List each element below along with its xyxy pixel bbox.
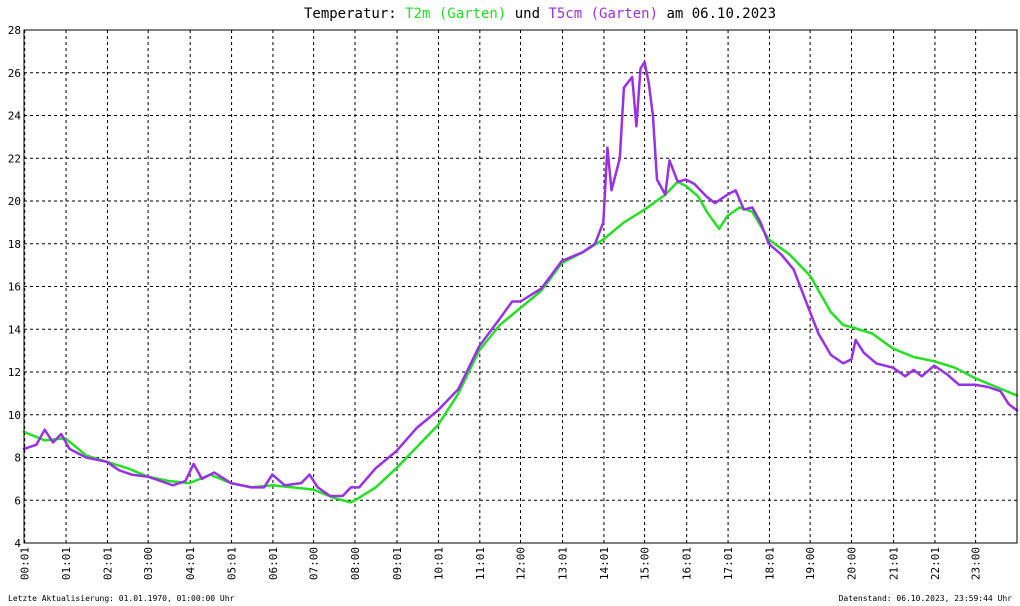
series-line-t5cm	[22, 60, 1019, 498]
x-tick-label: 01:01	[60, 547, 73, 580]
y-tick-label: 8	[14, 452, 21, 465]
y-tick-label: 12	[8, 366, 21, 379]
chart-title-prefix: Temperatur:	[304, 6, 405, 22]
x-tick-label: 04:01	[184, 547, 197, 580]
x-tick-label: 14:01	[598, 547, 611, 580]
y-tick-label: 18	[8, 238, 21, 251]
chart-title: Temperatur: T2m (Garten) und T5cm (Garte…	[304, 6, 776, 22]
plot-area-border	[23, 29, 1018, 544]
series-lines	[22, 60, 1019, 504]
y-tick-label: 24	[8, 110, 22, 123]
x-tick-label: 21:01	[888, 547, 901, 580]
x-tick-label: 00:01	[19, 547, 32, 580]
chart-title-connector: und	[506, 6, 548, 22]
x-tick-label: 03:00	[142, 547, 155, 580]
footer-last-update: Letzte Aktualisierung: 01.01.1970, 01:00…	[8, 594, 235, 603]
x-axis-tick-labels: 00:01 01:01 02:01 03:00 04:01 05:01 06:01 07:00…	[19, 547, 983, 580]
y-tick-label: 6	[14, 494, 21, 507]
y-tick-label: 26	[8, 67, 21, 80]
x-tick-label: 13:01	[557, 547, 570, 580]
x-tick-label: 05:01	[226, 547, 239, 580]
x-tick-label: 06:01	[267, 547, 280, 580]
x-tick-label: 11:01	[474, 547, 487, 580]
x-tick-label: 22:01	[929, 547, 942, 580]
x-tick-label: 16:01	[681, 547, 694, 580]
x-tick-label: 12:00	[515, 547, 528, 580]
y-tick-label: 22	[8, 152, 21, 165]
y-tick-label: 20	[8, 195, 21, 208]
y-tick-label: 28	[8, 24, 21, 37]
y-tick-label: 16	[8, 281, 21, 294]
x-tick-label: 18:01	[763, 547, 776, 580]
x-tick-label: 10:01	[432, 547, 445, 580]
y-tick-label: 4	[14, 537, 21, 550]
y-axis-tick-labels: 4 6 8 10 12 14 16 18 20 22 24 26 28	[8, 24, 22, 550]
x-tick-label: 08:00	[349, 547, 362, 580]
x-tick-label: 20:00	[846, 547, 859, 580]
chart-title-series-1: T2m (Garten)	[405, 6, 506, 22]
x-tick-label: 23:00	[970, 547, 983, 580]
x-tick-label: 02:01	[101, 547, 114, 580]
x-tick-label: 07:00	[308, 547, 321, 580]
x-tick-label: 17:01	[722, 547, 735, 580]
x-tick-label: 19:00	[804, 547, 817, 580]
grid-lines	[24, 30, 1017, 543]
chart-title-series-2: T5cm (Garten)	[548, 6, 658, 22]
x-tick-label: 09:01	[391, 547, 404, 580]
footer-data-status: Datenstand: 06.10.2023, 23:59:44 Uhr	[839, 594, 1013, 603]
y-tick-label: 14	[8, 323, 22, 336]
chart-title-suffix: am 06.10.2023	[658, 6, 776, 22]
y-tick-label: 10	[8, 409, 21, 422]
x-tick-label: 15:00	[639, 547, 652, 580]
